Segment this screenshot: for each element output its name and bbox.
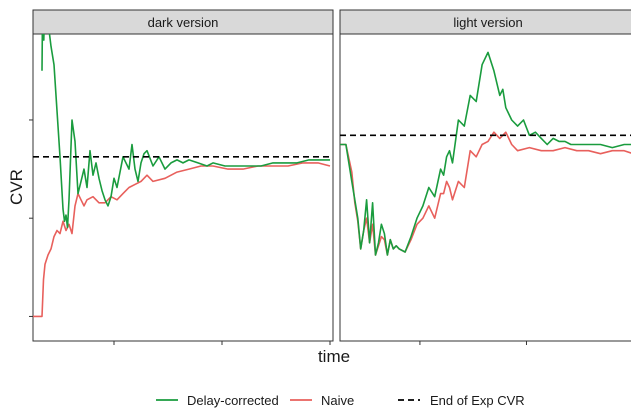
legend: Delay-corrected Naive End of Exp CVR	[156, 393, 525, 408]
panel-dark-version: dark version	[32, 9, 334, 342]
legend-label-naive: Naive	[321, 393, 354, 408]
series-line-delay-corrected	[41, 34, 330, 229]
legend-label-delay-corrected: Delay-corrected	[187, 393, 279, 408]
strip-background	[32, 9, 334, 35]
plot-area	[339, 33, 631, 342]
y-axis-label: CVR	[7, 169, 26, 205]
series-line-delay-corrected	[340, 51, 631, 256]
legend-label-end-of-exp-cvr: End of Exp CVR	[430, 393, 525, 408]
x-axis-label: time	[318, 347, 350, 366]
series-line-naive	[33, 162, 331, 318]
panel-light-version: light version	[339, 9, 631, 342]
axes	[29, 119, 527, 345]
strip-label: light version	[453, 15, 522, 30]
strip-label: dark version	[148, 15, 219, 30]
plot-area	[32, 33, 334, 342]
series-layer	[33, 34, 333, 318]
strip-background	[339, 9, 631, 35]
series-layer	[340, 51, 631, 256]
